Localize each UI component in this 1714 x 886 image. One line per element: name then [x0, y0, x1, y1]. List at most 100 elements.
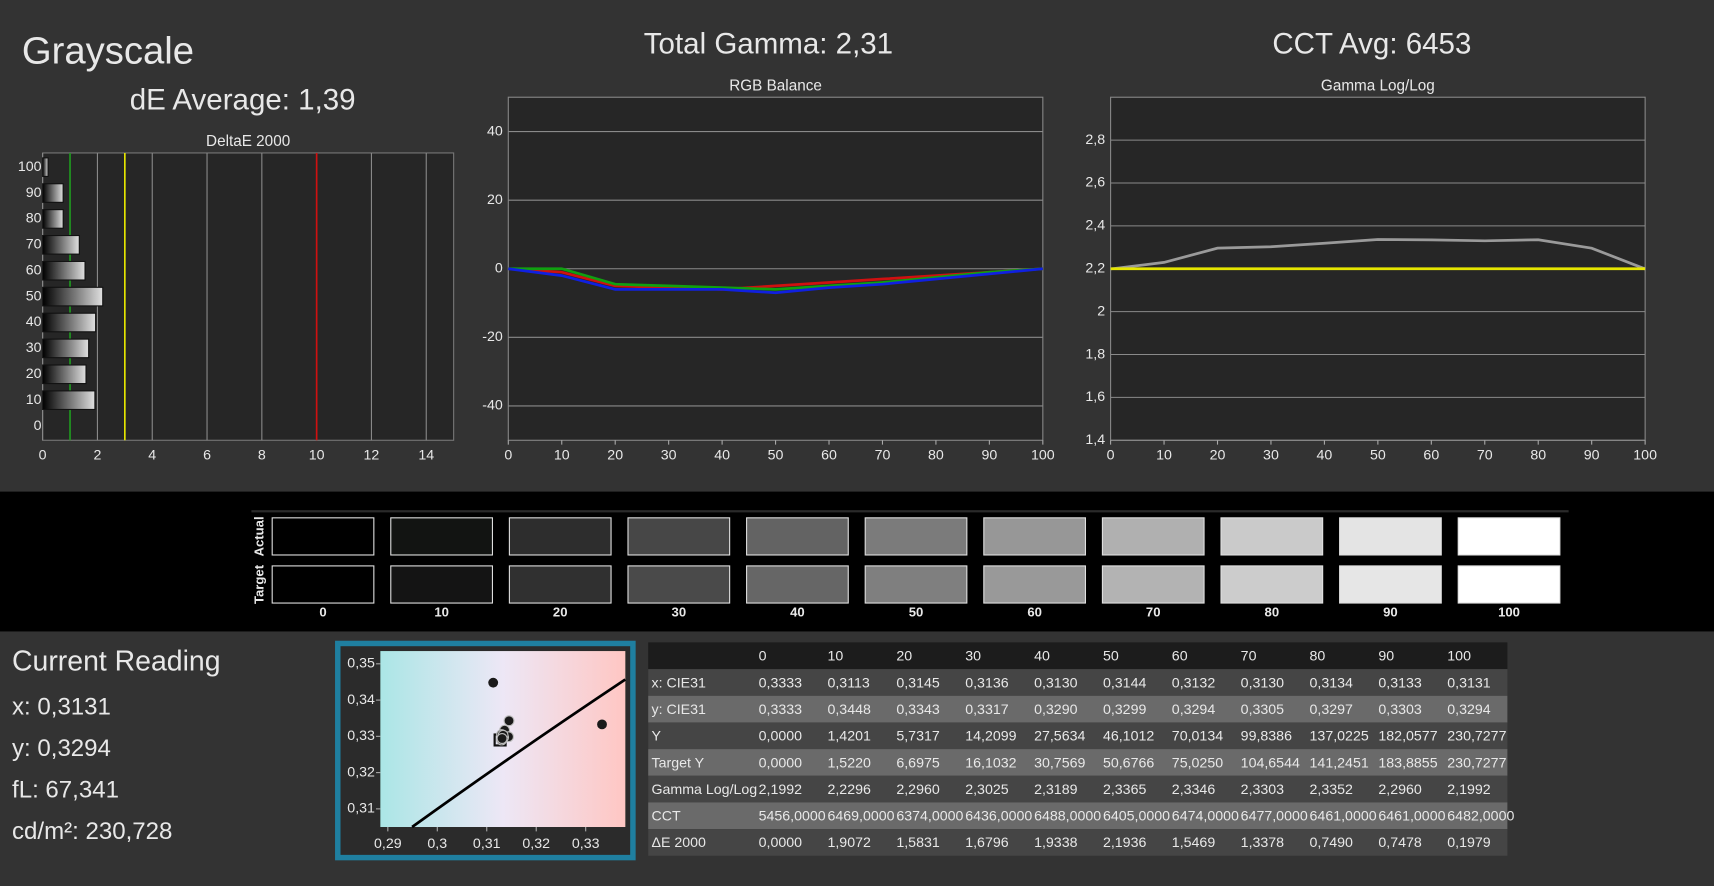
table-cell: 0,0000 — [759, 755, 803, 771]
row-label: Target Y — [651, 755, 704, 771]
x-tick-label: 70 — [1477, 447, 1493, 463]
row-label: x: CIE31 — [651, 675, 706, 691]
table-cell: 0,3136 — [965, 675, 1009, 691]
actual-swatch — [271, 517, 375, 556]
column-header: 90 — [1378, 649, 1394, 665]
y-tick-label: 50 — [26, 288, 42, 304]
y-tick-label: 0,35 — [347, 656, 375, 672]
y-tick-label: 1,4 — [1085, 432, 1105, 448]
target-swatch — [1339, 565, 1442, 604]
table-header — [648, 642, 1508, 670]
chart-title: Gamma Log/Log — [1321, 77, 1435, 94]
y-tick-label: 90 — [26, 185, 42, 201]
table-cell: 6482,0000 — [1447, 809, 1514, 825]
table-cell: 0,3333 — [759, 702, 803, 718]
row-label: Gamma Log/Log — [651, 782, 757, 798]
table-cell: 183,8855 — [1378, 755, 1437, 771]
table-cell: 6374,0000 — [896, 809, 963, 825]
swatch-label: 30 — [672, 604, 687, 619]
actual-swatch — [983, 517, 1087, 556]
table-cell: 0,3132 — [1172, 675, 1216, 691]
x-tick-label: 60 — [1423, 447, 1439, 463]
x-tick-label: 8 — [258, 447, 266, 463]
table-row — [648, 802, 1508, 830]
table-cell: 2,3352 — [1310, 782, 1354, 798]
table-cell: 2,3365 — [1103, 782, 1147, 798]
table-cell: 0,7490 — [1310, 835, 1354, 851]
y-tick-label: 1,8 — [1085, 346, 1105, 362]
x-tick-label: 4 — [148, 447, 156, 463]
x-tick-label: 20 — [607, 447, 623, 463]
y-tick-label: 40 — [26, 314, 42, 330]
table-cell: 0,3305 — [1241, 702, 1285, 718]
table-row — [648, 749, 1508, 776]
bar — [42, 312, 97, 333]
table-cell: 6488,0000 — [1034, 809, 1101, 825]
row-label: ΔE 2000 — [651, 835, 706, 851]
table-cell: 0,3290 — [1034, 702, 1078, 718]
x-tick-label: 10 — [1156, 447, 1172, 463]
x-tick-label: 0 — [504, 447, 512, 463]
y-tick-label: 2,8 — [1085, 132, 1105, 148]
table-cell: 0,3333 — [759, 675, 803, 691]
y-tick-label: 2,6 — [1085, 175, 1105, 191]
x-tick-label: 10 — [554, 447, 570, 463]
x-tick-label: 0,3 — [427, 836, 447, 852]
target-swatch — [1220, 565, 1324, 604]
y-tick-label: 40 — [487, 123, 503, 139]
table-cell: 0,3317 — [965, 702, 1009, 718]
table-row — [648, 722, 1508, 750]
column-header: 40 — [1034, 649, 1050, 665]
table-cell: 1,9338 — [1034, 835, 1078, 851]
table-cell: 0,3113 — [827, 675, 869, 691]
y-tick-label: 0,33 — [347, 728, 375, 744]
table-cell: 0,3303 — [1378, 702, 1422, 718]
bar — [42, 390, 96, 411]
x-tick-label: 30 — [661, 447, 677, 463]
actual-swatch — [1220, 517, 1324, 556]
actual-swatch — [627, 517, 731, 556]
table-cell: 0,3297 — [1310, 702, 1354, 718]
table-cell: 70,0134 — [1172, 729, 1223, 745]
table-cell: 6,6975 — [896, 755, 940, 771]
x-tick-label: 10 — [309, 447, 325, 463]
table-cell: 6469,0000 — [827, 809, 894, 825]
swatch-label: 70 — [1146, 604, 1161, 619]
table-cell: 182,0577 — [1378, 729, 1437, 745]
total-gamma: Total Gamma: 2,31 — [644, 28, 893, 61]
reading-title: Current Reading — [12, 646, 220, 678]
table-cell: 5,7317 — [896, 729, 940, 745]
plot-area — [42, 152, 455, 441]
table-cell: 6474,0000 — [1172, 809, 1239, 825]
table-cell: 2,1992 — [1447, 782, 1491, 798]
reading-x: x: 0,3131 — [12, 693, 111, 720]
table-cell: 1,5831 — [896, 835, 940, 851]
x-tick-label: 2 — [93, 447, 101, 463]
bar — [42, 338, 90, 359]
x-tick-label: 0,29 — [374, 836, 402, 852]
x-tick-label: 0,32 — [522, 836, 550, 852]
row-label: y: CIE31 — [651, 702, 706, 718]
swatch-row-label: Actual — [252, 516, 267, 556]
swatch-label: 80 — [1265, 604, 1280, 619]
table-cell: 6461,0000 — [1378, 809, 1445, 825]
bar — [42, 157, 49, 177]
point — [488, 677, 499, 688]
y-tick-label: 0,32 — [347, 764, 375, 780]
bar — [42, 286, 104, 307]
x-tick-label: 90 — [981, 447, 997, 463]
table-cell: 2,2960 — [896, 782, 940, 798]
target-swatch — [1101, 565, 1205, 604]
blackbody-locus — [411, 678, 627, 829]
table-cell: 14,2099 — [965, 729, 1016, 745]
y-tick-label: 70 — [26, 237, 42, 253]
x-tick-label: 40 — [714, 447, 730, 463]
x-tick-label: 6 — [203, 447, 211, 463]
chart-title: DeltaE 2000 — [206, 133, 290, 150]
target-swatch — [864, 565, 968, 604]
target-swatch — [746, 565, 849, 604]
table-cell: 0,3145 — [896, 675, 940, 691]
table-cell: 0,3130 — [1241, 675, 1285, 691]
table-cell: 230,7277 — [1447, 755, 1506, 771]
